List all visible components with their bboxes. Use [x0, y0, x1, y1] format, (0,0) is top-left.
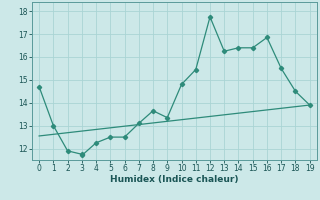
- X-axis label: Humidex (Indice chaleur): Humidex (Indice chaleur): [110, 175, 239, 184]
